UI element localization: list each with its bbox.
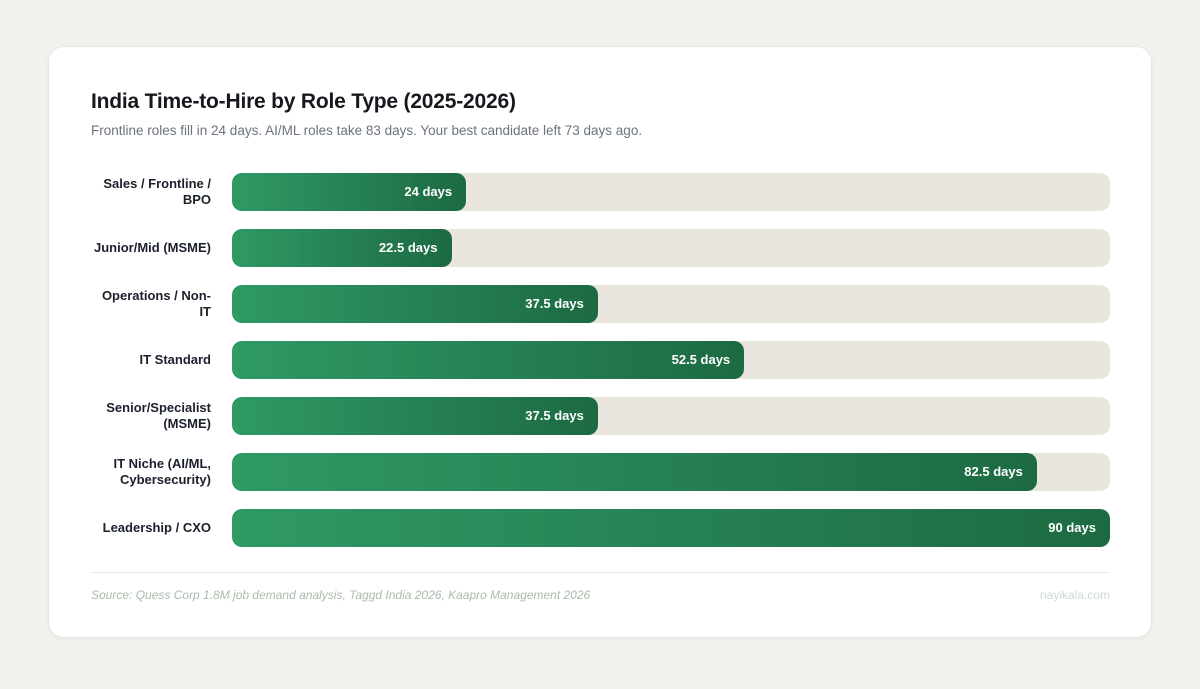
chart-title: India Time-to-Hire by Role Type (2025-20… (91, 90, 516, 113)
bar-row: Junior/Mid (MSME) 22.5 days (91, 228, 1110, 267)
category-label: Sales / Frontline / BPO (103, 175, 211, 207)
bar: 90 days (232, 508, 1110, 547)
bar-row: Operations / Non-IT 37.5 days (91, 284, 1110, 323)
bar-row: Leadership / CXO 90 days (91, 508, 1110, 547)
chart-card: India Time-to-Hire by Role Type (2025-20… (48, 46, 1152, 638)
value-label: 82.5 days (964, 464, 1023, 480)
category-label: Junior/Mid (MSME) (94, 239, 211, 255)
source-note: Source: Quess Corp 1.8M job demand analy… (91, 587, 591, 602)
bar-chart: Sales / Frontline / BPO 24 days Junior/M… (91, 172, 1110, 547)
bar: 24 days (232, 172, 467, 211)
bar: 22.5 days (232, 228, 452, 267)
value-label: 90 days (1048, 520, 1096, 536)
category-label: Senior/Specialist (MSME) (106, 399, 211, 431)
bar-track: 90 days (232, 508, 1110, 547)
bar-track: 52.5 days (232, 340, 1110, 379)
bar: 82.5 days (232, 452, 1037, 491)
chart-subtitle: Frontline roles fill in 24 days. AI/ML r… (91, 123, 643, 139)
bar-track: 37.5 days (232, 284, 1110, 323)
category-label: Operations / Non-IT (101, 287, 211, 319)
bar: 52.5 days (232, 340, 745, 379)
value-label: 37.5 days (525, 296, 584, 312)
category-label: IT Niche (AI/ML, Cybersecurity) (113, 455, 212, 487)
category-label: Leadership / CXO (102, 519, 211, 535)
bar-track: 37.5 days (232, 396, 1110, 435)
brand-watermark: nayikala.com (1039, 587, 1110, 602)
footer-divider (91, 571, 1110, 573)
bar-row: IT Standard 52.5 days (91, 340, 1110, 379)
value-label: 52.5 days (671, 352, 731, 368)
value-label: 24 days (404, 184, 453, 200)
value-label: 22.5 days (378, 240, 438, 256)
bar: 37.5 days (232, 396, 598, 435)
card-footer: Source: Quess Corp 1.8M job demand analy… (91, 588, 1110, 602)
bar-row: Senior/Specialist (MSME) 37.5 days (91, 396, 1110, 435)
bar: 37.5 days (232, 284, 598, 323)
bar-track: 22.5 days (232, 228, 1110, 267)
category-label: IT Standard (139, 351, 211, 367)
bar-row: IT Niche (AI/ML, Cybersecurity) 82.5 day… (91, 452, 1110, 491)
bar-row: Sales / Frontline / BPO 24 days (91, 172, 1110, 211)
bar-track: 24 days (232, 172, 1110, 211)
value-label: 37.5 days (525, 408, 584, 424)
bar-track: 82.5 days (232, 452, 1110, 491)
